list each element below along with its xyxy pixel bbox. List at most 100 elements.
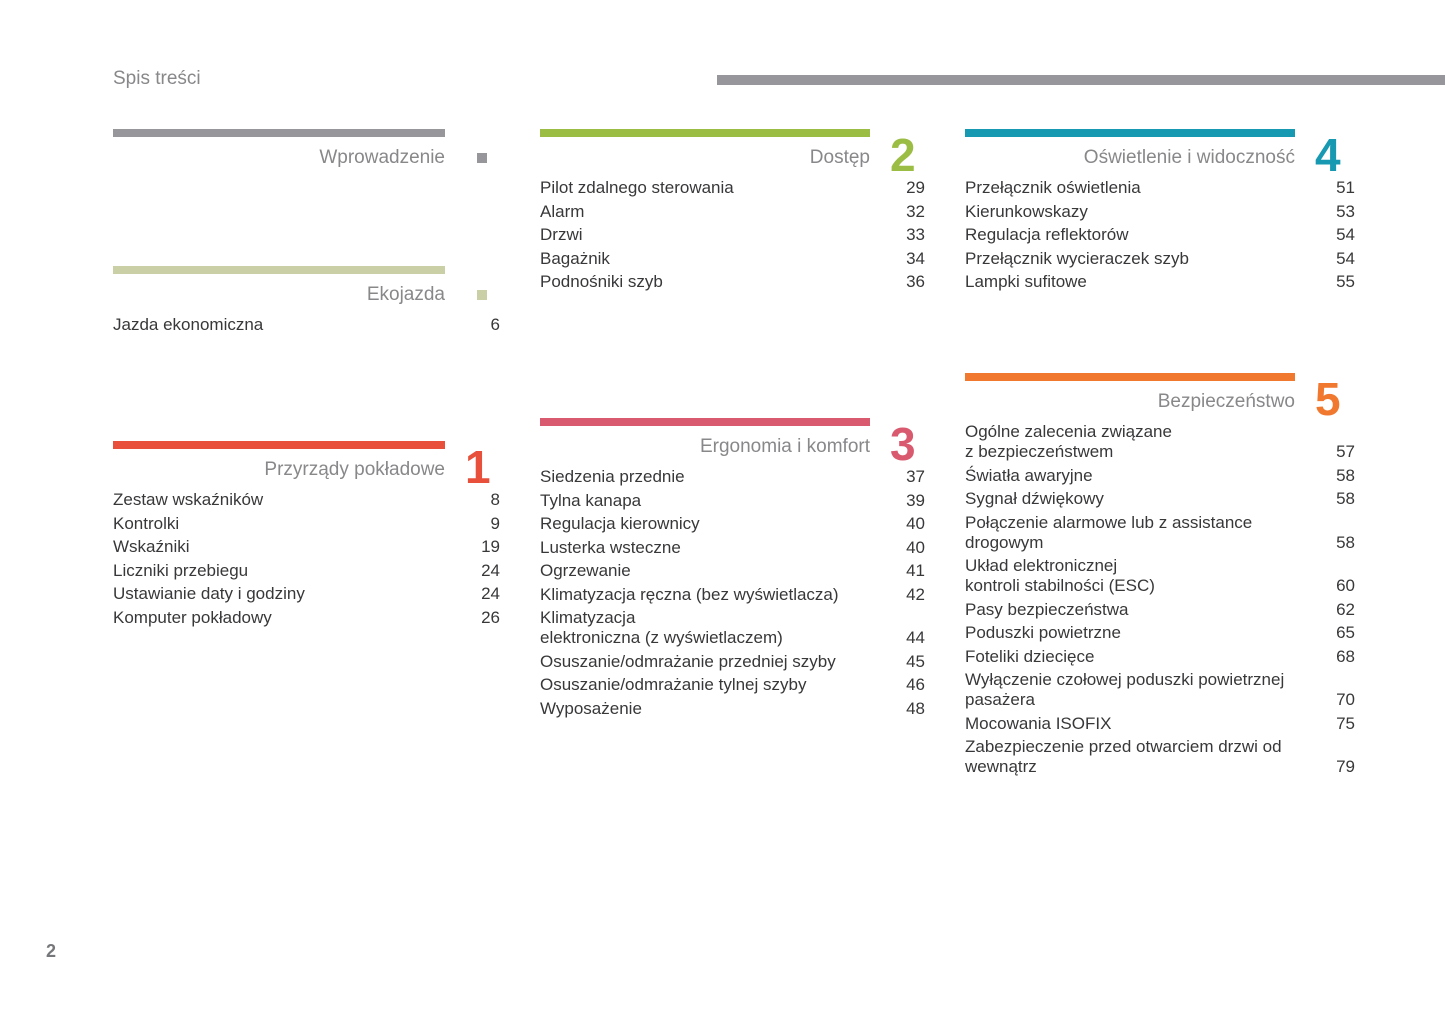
toc-entry-page: 45 xyxy=(906,651,925,671)
toc-entry[interactable]: Siedzenia przednie 37 xyxy=(540,467,925,487)
section-number: 4 xyxy=(1315,129,1341,181)
toc-entry-label: Osuszanie/odmrażanie tylnej szyby xyxy=(540,675,807,694)
section-title: Wprowadzenie xyxy=(319,147,445,168)
toc-entry-page: 65 xyxy=(1336,623,1355,642)
section-color-bar xyxy=(113,266,445,274)
toc-entry[interactable]: Zabezpieczenie przed otwarciem drzwi od … xyxy=(965,737,1355,777)
toc-entry[interactable]: Światła awaryjne 58 xyxy=(965,466,1355,486)
toc-entry-label: Ustawianie daty i godziny xyxy=(113,584,305,603)
section-entries: Ogólne zalecenia związane z bezpieczeńst… xyxy=(965,422,1355,777)
section-title: Ekojazda xyxy=(366,284,445,305)
toc-entry-label: Klimatyzacja ręczna (bez wyświetlacza) xyxy=(540,584,839,604)
toc-entry[interactable]: Jazda ekonomiczna 6 xyxy=(113,315,500,335)
toc-entry-page: 24 xyxy=(481,584,500,603)
toc-entry-label: Wskaźniki xyxy=(113,537,190,556)
toc-entry-page: 44 xyxy=(906,628,925,647)
toc-entry-label: Podnośniki szyb xyxy=(540,272,663,291)
toc-entry-label: Pilot zdalnego sterowania xyxy=(540,178,734,197)
toc-entry-page: 51 xyxy=(1336,178,1355,197)
toc-entry-page: 75 xyxy=(1336,713,1355,733)
toc-entry[interactable]: Kierunkowskazy 53 xyxy=(965,202,1355,222)
toc-entry-page: 41 xyxy=(906,561,925,580)
toc-entry[interactable]: Regulacja reflektorów 54 xyxy=(965,225,1355,245)
toc-entry-page: 58 xyxy=(1336,465,1355,485)
toc-entry[interactable]: Pilot zdalnego sterowania 29 xyxy=(540,178,925,198)
toc-entry-label: Regulacja kierownicy xyxy=(540,514,700,533)
toc-entry[interactable]: Osuszanie/odmrażanie przedniej szyby 45 xyxy=(540,652,925,672)
toc-entry[interactable]: Lampki sufitowe 55 xyxy=(965,272,1355,292)
toc-entry-label: Foteliki dziecięce xyxy=(965,646,1095,666)
toc-entry[interactable]: Wyłączenie czołowej poduszki powietrznej… xyxy=(965,670,1355,710)
toc-entry[interactable]: Ustawianie daty i godziny 24 xyxy=(113,584,500,604)
section-title: Ergonomia i komfort xyxy=(699,436,870,457)
toc-entry[interactable]: Poduszki powietrzne 65 xyxy=(965,623,1355,643)
toc-entry-label: Tylna kanapa xyxy=(540,490,642,510)
toc-entry-page: 39 xyxy=(906,490,925,510)
toc-entry[interactable]: Lusterka wsteczne 40 xyxy=(540,538,925,558)
toc-entry-page: 32 xyxy=(906,201,925,221)
toc-entry[interactable]: Klimatyzacja ręczna (bez wyświetlacza) 42 xyxy=(540,585,925,605)
toc-entry[interactable]: Połączenie alarmowe lub z assistance dro… xyxy=(965,513,1355,553)
toc-entry-page: 57 xyxy=(1336,442,1355,461)
toc-entry[interactable]: Ogólne zalecenia związane z bezpieczeńst… xyxy=(965,422,1355,462)
toc-entry[interactable]: Klimatyzacja elektroniczna (z wyświetlac… xyxy=(540,608,925,648)
section-entries: Siedzenia przednie 37 Tylna kanapa 39 Regula… xyxy=(540,467,925,719)
toc-entry-page: 54 xyxy=(1336,225,1355,244)
toc-entry[interactable]: Przełącznik wycieraczek szyb 54 xyxy=(965,249,1355,269)
toc-entry-label: Przełącznik wycieraczek szyb xyxy=(965,248,1189,268)
toc-entry-label: Klimatyzacja elektroniczna (z wyświetlac… xyxy=(540,608,783,647)
toc-section-przyrzady-pokladowe: Przyrządy pokładowe 1 Zestaw wskaźników 8… xyxy=(113,441,500,631)
section-title: Oświetlenie i widoczność xyxy=(1083,147,1295,168)
toc-entry[interactable]: Kontrolki 9 xyxy=(113,514,500,534)
section-number: 3 xyxy=(890,418,916,470)
toc-entry[interactable]: Podnośniki szyb 36 xyxy=(540,272,925,292)
toc-section-ergonomia-i-komfort: Ergonomia i komfort 3 Siedzenia przednie… xyxy=(540,418,925,722)
section-color-bar xyxy=(965,373,1295,381)
section-entries: Przełącznik oświetlenia 51 Kierunkowskazy 5… xyxy=(965,178,1355,292)
toc-entry[interactable]: Wyposażenie 48 xyxy=(540,699,925,719)
toc-entry[interactable]: Pasy bezpieczeństwa 62 xyxy=(965,600,1355,620)
toc-entry-label: Światła awaryjne xyxy=(965,465,1093,485)
toc-entry[interactable]: Liczniki przebiegu 24 xyxy=(113,561,500,581)
toc-entry[interactable]: Sygnał dźwiękowy 58 xyxy=(965,489,1355,509)
toc-entry-label: Siedzenia przednie xyxy=(540,467,685,486)
top-rule xyxy=(717,75,1445,85)
section-color-bar xyxy=(965,129,1295,137)
toc-entry-label: Układ elektronicznej kontroli stabilnośc… xyxy=(965,556,1155,595)
toc-entry-label: Drzwi xyxy=(540,225,583,244)
toc-entry-label: Mocowania ISOFIX xyxy=(965,713,1112,733)
toc-entry-page: 53 xyxy=(1336,201,1355,221)
toc-entry-page: 58 xyxy=(1336,489,1355,508)
toc-entry-label: Regulacja reflektorów xyxy=(965,225,1129,244)
toc-entry-label: Sygnał dźwiękowy xyxy=(965,489,1104,508)
toc-entry[interactable]: Wskaźniki 19 xyxy=(113,537,500,557)
toc-entry-label: Bagażnik xyxy=(540,248,610,268)
toc-entry[interactable]: Osuszanie/odmrażanie tylnej szyby 46 xyxy=(540,675,925,695)
toc-entry[interactable]: Komputer pokładowy 26 xyxy=(113,608,500,628)
toc-entry-label: Kontrolki xyxy=(113,513,180,533)
toc-entry[interactable]: Ogrzewanie 41 xyxy=(540,561,925,581)
toc-entry-page: 55 xyxy=(1336,272,1355,291)
toc-entry[interactable]: Alarm 32 xyxy=(540,202,925,222)
section-entries: Pilot zdalnego sterowania 29 Alarm 32 Drzwi 3… xyxy=(540,178,925,292)
toc-entry[interactable]: Tylna kanapa 39 xyxy=(540,491,925,511)
toc-entry-label: Ogrzewanie xyxy=(540,561,631,580)
toc-entry[interactable]: Zestaw wskaźników 8 xyxy=(113,490,500,510)
toc-entry-label: Wyłączenie czołowej poduszki powietrznej… xyxy=(965,670,1285,709)
toc-entry-label: Ogólne zalecenia związane z bezpieczeńst… xyxy=(965,422,1172,461)
toc-entry-label: Wyposażenie xyxy=(540,698,642,718)
toc-entry[interactable]: Przełącznik oświetlenia 51 xyxy=(965,178,1355,198)
section-color-bar xyxy=(113,441,445,449)
section-marker-square xyxy=(477,290,487,300)
toc-entry[interactable]: Bagażnik 34 xyxy=(540,249,925,269)
toc-entry[interactable]: Mocowania ISOFIX 75 xyxy=(965,714,1355,734)
toc-entry-label: Alarm xyxy=(540,201,585,221)
toc-entry[interactable]: Układ elektronicznej kontroli stabilnośc… xyxy=(965,556,1355,596)
toc-entry[interactable]: Regulacja kierownicy 40 xyxy=(540,514,925,534)
toc-entry[interactable]: Foteliki dziecięce 68 xyxy=(965,647,1355,667)
section-entries: Zestaw wskaźników 8 Kontrolki 9 Wskaźniki 19 L… xyxy=(113,490,500,628)
toc-entry-page: 6 xyxy=(490,315,500,334)
page-number: 2 xyxy=(46,941,57,961)
toc-entry-page: 46 xyxy=(906,675,925,694)
toc-entry[interactable]: Drzwi 33 xyxy=(540,225,925,245)
